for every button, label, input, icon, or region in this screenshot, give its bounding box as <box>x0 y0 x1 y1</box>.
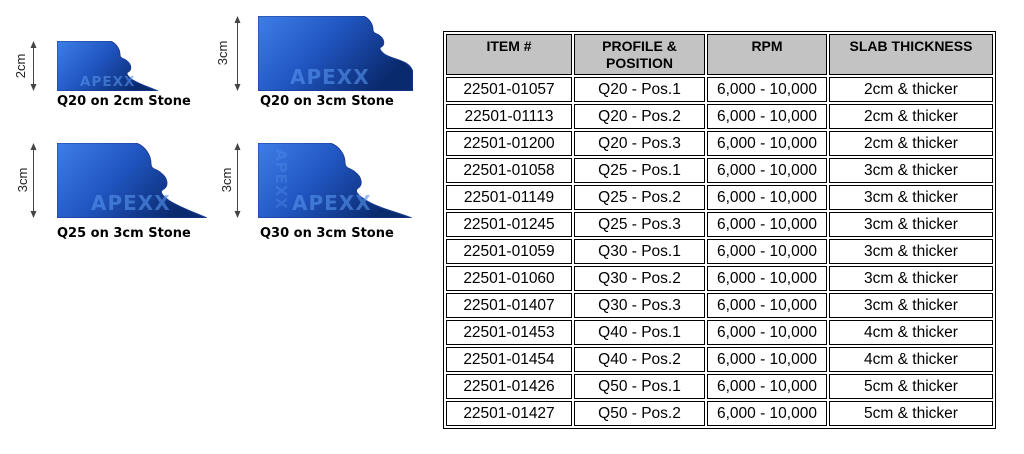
cell-item-number: 22501-01427 <box>446 401 572 426</box>
cell-rpm: 6,000 - 10,000 <box>707 104 827 129</box>
diagram-caption: Q20 on 3cm Stone <box>260 94 394 109</box>
cell-slab-thickness: 3cm & thicker <box>829 266 993 291</box>
table-row: 22501-01060 Q30 - Pos.2 6,000 - 10,000 3… <box>446 266 993 291</box>
apexx-watermark: APEXX <box>80 74 135 90</box>
cell-item-number: 22501-01407 <box>446 293 572 318</box>
table-row: 22501-01149 Q25 - Pos.2 6,000 - 10,000 3… <box>446 185 993 210</box>
cell-slab-thickness: 3cm & thicker <box>829 212 993 237</box>
table-row: 22501-01245 Q25 - Pos.3 6,000 - 10,000 3… <box>446 212 993 237</box>
cell-rpm: 6,000 - 10,000 <box>707 293 827 318</box>
cell-slab-thickness: 4cm & thicker <box>829 320 993 345</box>
apexx-watermark: APEXX <box>91 191 171 215</box>
cell-rpm: 6,000 - 10,000 <box>707 158 827 183</box>
table-row: 22501-01454 Q40 - Pos.2 6,000 - 10,000 4… <box>446 347 993 372</box>
table-row: 22501-01058 Q25 - Pos.1 6,000 - 10,000 3… <box>446 158 993 183</box>
cell-slab-thickness: 3cm & thicker <box>829 158 993 183</box>
stone-profile-q20-3cm: APEXX <box>258 16 413 91</box>
cell-profile-position: Q40 - Pos.1 <box>574 320 705 345</box>
cell-slab-thickness: 3cm & thicker <box>829 239 993 264</box>
diagram-caption: Q30 on 3cm Stone <box>260 226 394 241</box>
dimension-label: 3cm <box>15 167 30 193</box>
spec-table-header: ITEM # PROFILE & POSITION RPM SLAB THICK… <box>446 34 993 75</box>
cell-rpm: 6,000 - 10,000 <box>707 185 827 210</box>
diagram-caption: Q25 on 3cm Stone <box>57 226 191 241</box>
apexx-watermark-vertical: APEXX <box>272 149 290 210</box>
stone-profile-q20-2cm: APEXX <box>57 41 158 91</box>
cell-rpm: 6,000 - 10,000 <box>707 77 827 102</box>
table-row: 22501-01200 Q20 - Pos.3 6,000 - 10,000 2… <box>446 131 993 156</box>
cell-rpm: 6,000 - 10,000 <box>707 401 827 426</box>
header-row: ITEM # PROFILE & POSITION RPM SLAB THICK… <box>446 34 993 75</box>
cell-item-number: 22501-01059 <box>446 239 572 264</box>
cell-item-number: 22501-01426 <box>446 374 572 399</box>
cell-rpm: 6,000 - 10,000 <box>707 320 827 345</box>
spec-table-body: 22501-01057 Q20 - Pos.1 6,000 - 10,000 2… <box>446 77 993 426</box>
cell-profile-position: Q20 - Pos.1 <box>574 77 705 102</box>
cell-profile-position: Q20 - Pos.2 <box>574 104 705 129</box>
cell-slab-thickness: 5cm & thicker <box>829 401 993 426</box>
table-row: 22501-01057 Q20 - Pos.1 6,000 - 10,000 2… <box>446 77 993 102</box>
cell-item-number: 22501-01058 <box>446 158 572 183</box>
cell-profile-position: Q30 - Pos.2 <box>574 266 705 291</box>
cell-slab-thickness: 3cm & thicker <box>829 293 993 318</box>
cell-item-number: 22501-01245 <box>446 212 572 237</box>
table-row: 22501-01059 Q30 - Pos.1 6,000 - 10,000 3… <box>446 239 993 264</box>
stone-profile-q30-3cm: APEXX APEXX <box>258 143 412 218</box>
cell-item-number: 22501-01200 <box>446 131 572 156</box>
table-row: 22501-01407 Q30 - Pos.3 6,000 - 10,000 3… <box>446 293 993 318</box>
header-slab-thickness: SLAB THICKNESS <box>829 34 993 75</box>
cell-rpm: 6,000 - 10,000 <box>707 212 827 237</box>
table-row: 22501-01113 Q20 - Pos.2 6,000 - 10,000 2… <box>446 104 993 129</box>
cell-slab-thickness: 5cm & thicker <box>829 374 993 399</box>
cell-rpm: 6,000 - 10,000 <box>707 131 827 156</box>
cell-item-number: 22501-01454 <box>446 347 572 372</box>
dimension-arrow <box>30 41 37 91</box>
cell-slab-thickness: 3cm & thicker <box>829 185 993 210</box>
cell-slab-thickness: 2cm & thicker <box>829 104 993 129</box>
cell-profile-position: Q40 - Pos.2 <box>574 347 705 372</box>
cell-item-number: 22501-01149 <box>446 185 572 210</box>
cell-rpm: 6,000 - 10,000 <box>707 347 827 372</box>
dimension-label: 3cm <box>215 40 230 66</box>
apexx-watermark: APEXX <box>290 65 370 89</box>
cell-profile-position: Q20 - Pos.3 <box>574 131 705 156</box>
dimension-label: 2cm <box>13 53 28 79</box>
header-item: ITEM # <box>446 34 572 75</box>
cell-slab-thickness: 2cm & thicker <box>829 131 993 156</box>
dimension-arrow <box>30 143 37 218</box>
cell-profile-position: Q30 - Pos.3 <box>574 293 705 318</box>
table-row: 22501-01427 Q50 - Pos.2 6,000 - 10,000 5… <box>446 401 993 426</box>
diagram-caption: Q20 on 2cm Stone <box>57 94 191 109</box>
cell-profile-position: Q50 - Pos.2 <box>574 401 705 426</box>
dimension-arrow <box>234 16 241 91</box>
cell-profile-position: Q25 - Pos.3 <box>574 212 705 237</box>
table-row: 22501-01426 Q50 - Pos.1 6,000 - 10,000 5… <box>446 374 993 399</box>
cell-profile-position: Q25 - Pos.2 <box>574 185 705 210</box>
header-rpm: RPM <box>707 34 827 75</box>
spec-table: ITEM # PROFILE & POSITION RPM SLAB THICK… <box>443 31 996 429</box>
table-row: 22501-01453 Q40 - Pos.1 6,000 - 10,000 4… <box>446 320 993 345</box>
cell-rpm: 6,000 - 10,000 <box>707 266 827 291</box>
stone-profile-q25-3cm: APEXX <box>57 143 207 218</box>
cell-item-number: 22501-01057 <box>446 77 572 102</box>
apexx-watermark: APEXX <box>292 191 372 215</box>
cell-profile-position: Q30 - Pos.1 <box>574 239 705 264</box>
cell-item-number: 22501-01453 <box>446 320 572 345</box>
cell-item-number: 22501-01113 <box>446 104 572 129</box>
cell-rpm: 6,000 - 10,000 <box>707 239 827 264</box>
cell-profile-position: Q50 - Pos.1 <box>574 374 705 399</box>
cell-slab-thickness: 2cm & thicker <box>829 77 993 102</box>
cell-profile-position: Q25 - Pos.1 <box>574 158 705 183</box>
cell-slab-thickness: 4cm & thicker <box>829 347 993 372</box>
cell-rpm: 6,000 - 10,000 <box>707 374 827 399</box>
cell-item-number: 22501-01060 <box>446 266 572 291</box>
dimension-label: 3cm <box>219 167 234 193</box>
header-profile-position: PROFILE & POSITION <box>574 34 705 75</box>
dimension-arrow <box>234 143 241 218</box>
